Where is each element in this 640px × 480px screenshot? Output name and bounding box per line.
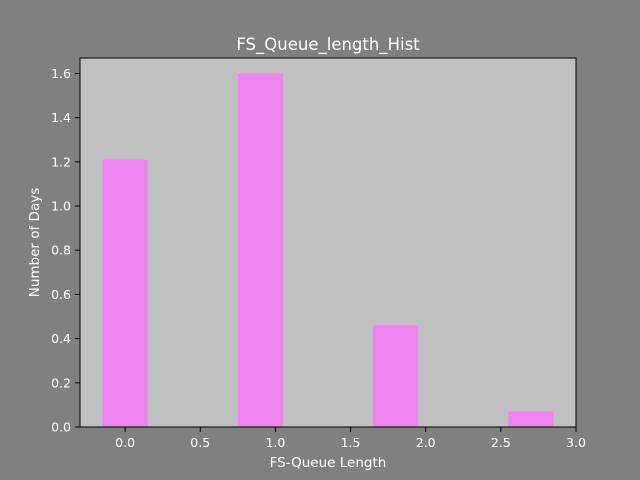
bar-0 — [102, 159, 148, 427]
y-tick-label: 0.0 — [51, 420, 71, 435]
x-tick-label: 2.0 — [416, 435, 436, 450]
y-tick-label: 0.2 — [51, 375, 71, 390]
bars-group — [102, 73, 554, 427]
x-tick-label: 1.0 — [265, 435, 285, 450]
x-tick-label: 3.0 — [566, 435, 586, 450]
bar-3 — [508, 411, 554, 427]
bar-1 — [237, 73, 283, 427]
y-axis-label: Number of Days — [27, 188, 43, 298]
chart-title: FS_Queue_length_Hist — [236, 35, 420, 55]
x-tick-label: 1.5 — [341, 435, 361, 450]
y-tick-label: 0.8 — [51, 243, 71, 258]
plot-area — [80, 58, 576, 427]
x-ticks: 0.0 0.5 1.0 1.5 2.0 2.5 3.0 — [115, 427, 586, 450]
y-tick-label: 1.0 — [51, 199, 71, 214]
y-tick-label: 0.6 — [51, 287, 71, 302]
y-ticks: 0.0 0.2 0.4 0.6 0.8 1.0 1.2 1.4 1.6 — [51, 66, 80, 435]
x-tick-label: 0.0 — [115, 435, 135, 450]
x-tick-label: 0.5 — [190, 435, 210, 450]
y-tick-label: 1.6 — [51, 66, 71, 81]
y-tick-label: 1.2 — [51, 154, 71, 169]
bar-2 — [373, 325, 419, 427]
x-axis-label: FS-Queue Length — [270, 455, 387, 471]
y-tick-label: 0.4 — [51, 331, 71, 346]
y-tick-label: 1.4 — [51, 110, 71, 125]
plot-frame — [79, 57, 577, 428]
x-tick-label: 2.5 — [491, 435, 511, 450]
